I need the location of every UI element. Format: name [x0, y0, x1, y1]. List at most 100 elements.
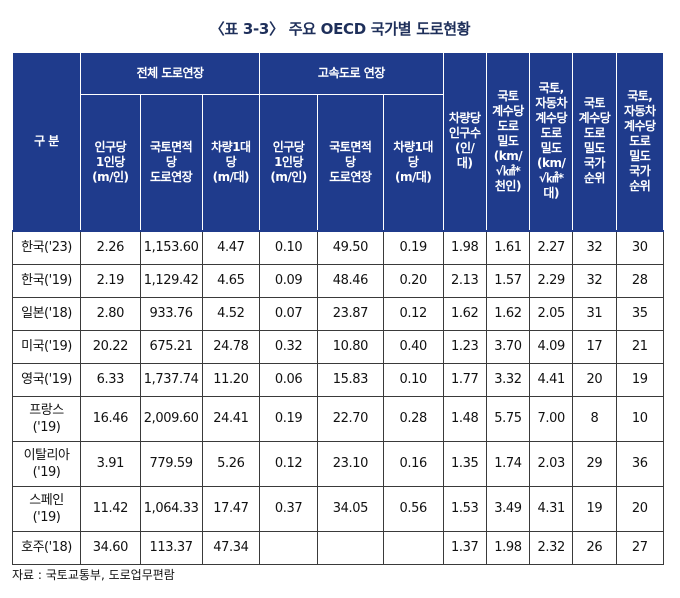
- cell-highway-per-vehicle: 0.19: [382, 229, 444, 265]
- cell-total-per-person: 16.46: [79, 395, 141, 442]
- cell-rank-land: 26: [572, 530, 617, 565]
- cell-density-land: 1.62: [485, 296, 531, 331]
- header-group-total-road: 전체 도로연장: [79, 52, 261, 95]
- cell-persons-per-vehicle: 1.62: [442, 296, 487, 331]
- road-status-table-wrapper: 구 분 전체 도로연장 고속도로 연장 차량당 인구수 (인/ 대) 국토 계수…: [12, 52, 665, 565]
- cell-total-per-vehicle: 17.47: [201, 485, 261, 532]
- table-row: 한국('23) 2.26 1,153.60 4.47 0.10 49.50 0.19 1.98…: [12, 229, 665, 265]
- cell-total-per-area: 933.76: [139, 296, 203, 331]
- cell-persons-per-vehicle: 1.23: [442, 329, 487, 364]
- cell-total-per-vehicle: 11.20: [201, 362, 261, 397]
- cell-highway-per-area: 49.50: [316, 229, 384, 265]
- cell-highway-per-person: 0.32: [259, 329, 318, 364]
- cell-highway-per-person: 0.10: [259, 229, 318, 265]
- cell-highway-per-area: 48.46: [316, 263, 384, 298]
- cell-density-land-vehicle: 7.00: [529, 395, 574, 442]
- cell-density-land-vehicle: 2.32: [529, 530, 574, 565]
- cell-total-per-person: 3.91: [79, 440, 141, 487]
- cell-rank-land: 31: [572, 296, 617, 331]
- cell-highway-per-vehicle: 0.20: [382, 263, 444, 298]
- cell-total-per-area: 1,064.33: [139, 485, 203, 532]
- header-total-per-person: 인구당 1인당 (m/인): [79, 94, 141, 231]
- cell-country: 호주('18): [12, 530, 81, 565]
- cell-highway-per-vehicle: [382, 530, 444, 565]
- table-row: 호주('18) 34.60 113.37 47.34 1.37 1.98 2.32 26 27: [12, 530, 665, 565]
- cell-total-per-person: 2.26: [79, 229, 141, 265]
- cell-total-per-area: 1,737.74: [139, 362, 203, 397]
- cell-highway-per-area: 34.05: [316, 485, 384, 532]
- cell-rank-land: 32: [572, 263, 617, 298]
- cell-country: 프랑스 ('19): [12, 395, 81, 442]
- cell-total-per-vehicle: 4.65: [201, 263, 261, 298]
- cell-highway-per-area: 23.87: [316, 296, 384, 331]
- header-category: 구 분: [12, 52, 81, 231]
- cell-persons-per-vehicle: 1.53: [442, 485, 487, 532]
- cell-rank-land: 19: [572, 485, 617, 532]
- cell-highway-per-vehicle: 0.40: [382, 329, 444, 364]
- header-persons-per-vehicle: 차량당 인구수 (인/ 대): [442, 52, 487, 231]
- cell-density-land-vehicle: 4.09: [529, 329, 574, 364]
- cell-rank-land-vehicle: 36: [615, 440, 665, 487]
- cell-highway-per-area: 23.10: [316, 440, 384, 487]
- cell-highway-per-vehicle: 0.28: [382, 395, 444, 442]
- table-body: 한국('23) 2.26 1,153.60 4.47 0.10 49.50 0.19 1.98…: [12, 229, 665, 565]
- cell-persons-per-vehicle: 2.13: [442, 263, 487, 298]
- cell-density-land: 3.32: [485, 362, 531, 397]
- cell-highway-per-area: 10.80: [316, 329, 384, 364]
- table-title: 〈표 3-3〉 주요 OECD 국가별 도로현황: [209, 20, 471, 38]
- cell-rank-land: 29: [572, 440, 617, 487]
- cell-density-land: 1.98: [485, 530, 531, 565]
- cell-highway-per-person: [259, 530, 318, 565]
- cell-density-land-vehicle: 2.27: [529, 229, 574, 265]
- table-row: 이탈리아 ('19) 3.91 779.59 5.26 0.12 23.10 0.16 1.3…: [12, 440, 665, 487]
- cell-rank-land-vehicle: 27: [615, 530, 665, 565]
- cell-density-land: 3.70: [485, 329, 531, 364]
- cell-highway-per-person: 0.09: [259, 263, 318, 298]
- cell-rank-land: 8: [572, 395, 617, 442]
- cell-country: 일본('18): [12, 296, 81, 331]
- cell-rank-land-vehicle: 28: [615, 263, 665, 298]
- cell-density-land-vehicle: 4.41: [529, 362, 574, 397]
- cell-total-per-person: 2.80: [79, 296, 141, 331]
- cell-highway-per-person: 0.06: [259, 362, 318, 397]
- cell-density-land: 5.75: [485, 395, 531, 442]
- cell-highway-per-area: 15.83: [316, 362, 384, 397]
- cell-total-per-person: 34.60: [79, 530, 141, 565]
- cell-density-land-vehicle: 2.29: [529, 263, 574, 298]
- cell-density-land-vehicle: 2.03: [529, 440, 574, 487]
- cell-rank-land: 17: [572, 329, 617, 364]
- header-rank-land-vehicle: 국토, 자동차 계수당 도로 밀도 국가 순위: [615, 52, 665, 231]
- cell-total-per-vehicle: 4.52: [201, 296, 261, 331]
- cell-total-per-vehicle: 24.78: [201, 329, 261, 364]
- cell-density-land: 1.57: [485, 263, 531, 298]
- cell-highway-per-person: 0.19: [259, 395, 318, 442]
- cell-total-per-person: 11.42: [79, 485, 141, 532]
- source-note: 자료 : 국토교통부, 도로업무편람: [12, 568, 175, 582]
- cell-total-per-vehicle: 4.47: [201, 229, 261, 265]
- table-row: 스페인 ('19) 11.42 1,064.33 17.47 0.37 34.05 0.56…: [12, 485, 665, 532]
- cell-country: 이탈리아 ('19): [12, 440, 81, 487]
- cell-highway-per-vehicle: 0.16: [382, 440, 444, 487]
- table-row: 영국('19) 6.33 1,737.74 11.20 0.06 15.83 0.10 1.7…: [12, 362, 665, 397]
- cell-rank-land-vehicle: 10: [615, 395, 665, 442]
- header-density-land-vehicle: 국토, 자동차 계수당 도로 밀도 (km/ √㎢* 대): [529, 52, 574, 231]
- header-group-highway: 고속도로 연장: [259, 52, 444, 95]
- header-highway-per-person: 인구당 1인당 (m/인): [259, 94, 318, 231]
- cell-highway-per-vehicle: 0.56: [382, 485, 444, 532]
- cell-country: 한국('23): [12, 229, 81, 265]
- cell-highway-per-area: 22.70: [316, 395, 384, 442]
- cell-total-per-area: 113.37: [139, 530, 203, 565]
- cell-total-per-area: 1,129.42: [139, 263, 203, 298]
- cell-rank-land-vehicle: 20: [615, 485, 665, 532]
- cell-total-per-area: 675.21: [139, 329, 203, 364]
- cell-highway-per-person: 0.37: [259, 485, 318, 532]
- cell-rank-land: 20: [572, 362, 617, 397]
- cell-total-per-vehicle: 24.41: [201, 395, 261, 442]
- table-row: 미국('19) 20.22 675.21 24.78 0.32 10.80 0.40 1.23…: [12, 329, 665, 364]
- cell-persons-per-vehicle: 1.37: [442, 530, 487, 565]
- header-highway-per-area: 국토면적 당 도로연장: [316, 94, 384, 231]
- table-row: 프랑스 ('19) 16.46 2,009.60 24.41 0.19 22.70 0.28…: [12, 395, 665, 442]
- cell-total-per-person: 2.19: [79, 263, 141, 298]
- road-status-table: 구 분 전체 도로연장 고속도로 연장 차량당 인구수 (인/ 대) 국토 계수…: [12, 52, 665, 565]
- cell-highway-per-vehicle: 0.10: [382, 362, 444, 397]
